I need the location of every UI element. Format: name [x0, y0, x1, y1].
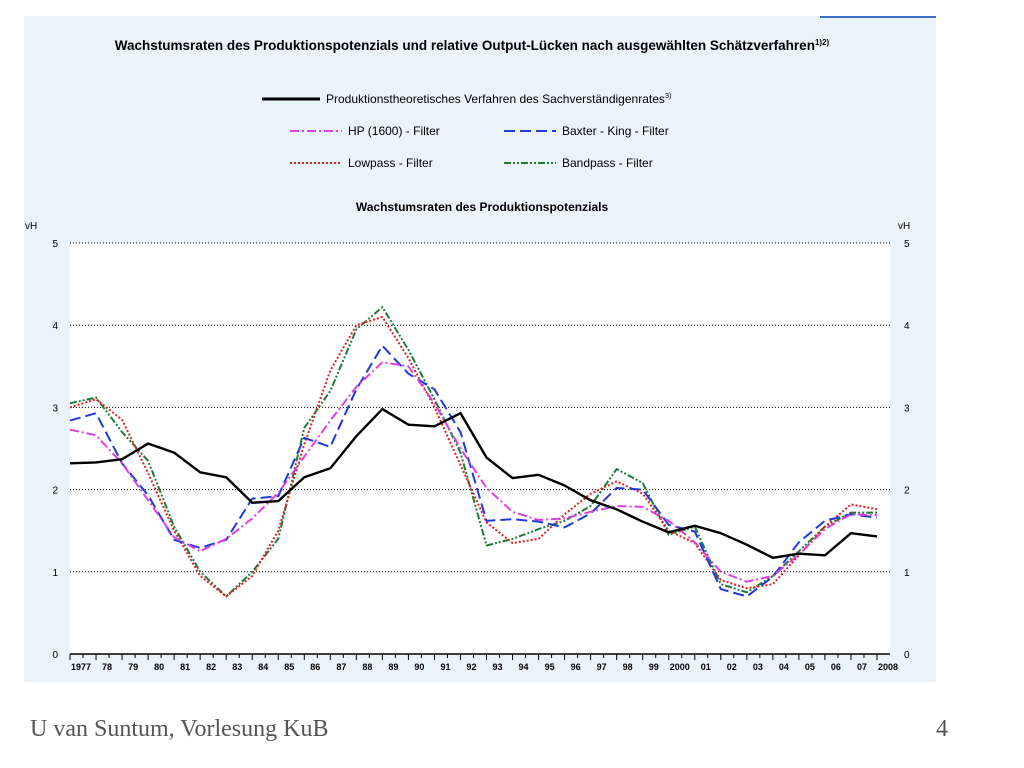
x-tick-label-05: 05: [805, 662, 815, 672]
legend-label-0: Produktionstheoretisches Verfahren des S…: [326, 91, 672, 106]
y-tick-right-2: 2: [904, 486, 910, 497]
y-tick-left-3: 3: [52, 403, 58, 414]
footer-author: U van Suntum, Vorlesung KuB: [30, 716, 329, 742]
x-tick-label-96: 96: [571, 662, 581, 672]
x-tick-label-07: 07: [857, 662, 867, 672]
y-tick-left-0: 0: [52, 650, 58, 661]
y-tick-right-3: 3: [904, 403, 910, 414]
x-tick-label-01: 01: [701, 662, 711, 672]
y-tick-left-4: 4: [52, 321, 58, 332]
x-tick-label-90: 90: [414, 662, 424, 672]
legend-label-1: HP (1600) - Filter: [348, 124, 440, 138]
x-tick-label-03: 03: [753, 662, 763, 672]
x-tick-label-2008: 2008: [878, 662, 898, 672]
x-tick-label-79: 79: [128, 662, 138, 672]
x-tick-label-99: 99: [649, 662, 659, 672]
x-tick-label-86: 86: [310, 662, 320, 672]
x-tick-label-82: 82: [206, 662, 216, 672]
page-number: 4: [936, 716, 948, 742]
accent-line: [820, 16, 936, 18]
chart-title: Wachstumsraten des Produktionspotenzials: [356, 200, 609, 214]
x-tick-label-06: 06: [831, 662, 841, 672]
x-tick-label-1977: 1977: [71, 662, 91, 672]
y-axis-unit-right: vH: [898, 221, 910, 232]
y-tick-right-5: 5: [904, 239, 910, 250]
y-tick-left-5: 5: [52, 239, 58, 250]
legend-label-3: Lowpass - Filter: [348, 156, 433, 170]
x-tick-label-91: 91: [440, 662, 450, 672]
x-tick-label-87: 87: [336, 662, 346, 672]
y-tick-left-2: 2: [52, 486, 58, 497]
x-tick-label-92: 92: [466, 662, 476, 672]
y-tick-right-4: 4: [904, 321, 910, 332]
x-tick-label-93: 93: [493, 662, 503, 672]
x-tick-label-81: 81: [180, 662, 190, 672]
x-tick-label-78: 78: [102, 662, 112, 672]
series-line-0: [69, 407, 878, 560]
y-tick-left-1: 1: [52, 568, 58, 579]
x-tick-label-95: 95: [545, 662, 555, 672]
x-tick-label-89: 89: [388, 662, 398, 672]
y-tick-right-0: 0: [904, 650, 910, 661]
x-tick-label-02: 02: [727, 662, 737, 672]
y-tick-right-1: 1: [904, 568, 910, 579]
x-tick-label-83: 83: [232, 662, 242, 672]
series-line-1: [69, 361, 878, 583]
series-line-4: [69, 306, 877, 598]
x-tick-label-2000: 2000: [670, 662, 690, 672]
x-tick-label-84: 84: [258, 662, 268, 672]
x-tick-label-98: 98: [623, 662, 633, 672]
x-tick-label-94: 94: [519, 662, 529, 672]
x-tick-label-97: 97: [597, 662, 607, 672]
legend-label-4: Bandpass - Filter: [562, 156, 653, 170]
series-line-3: [69, 315, 878, 598]
legend-label-2: Baxter - King - Filter: [562, 124, 669, 138]
x-tick-label-85: 85: [284, 662, 294, 672]
x-tick-label-04: 04: [779, 662, 789, 672]
figure-main-title: Wachstumsraten des Produktionspotenzials…: [115, 38, 830, 53]
y-axis-unit-left: vH: [25, 221, 37, 232]
x-tick-label-80: 80: [154, 662, 164, 672]
x-tick-label-88: 88: [362, 662, 372, 672]
series-line-2: [69, 344, 878, 598]
